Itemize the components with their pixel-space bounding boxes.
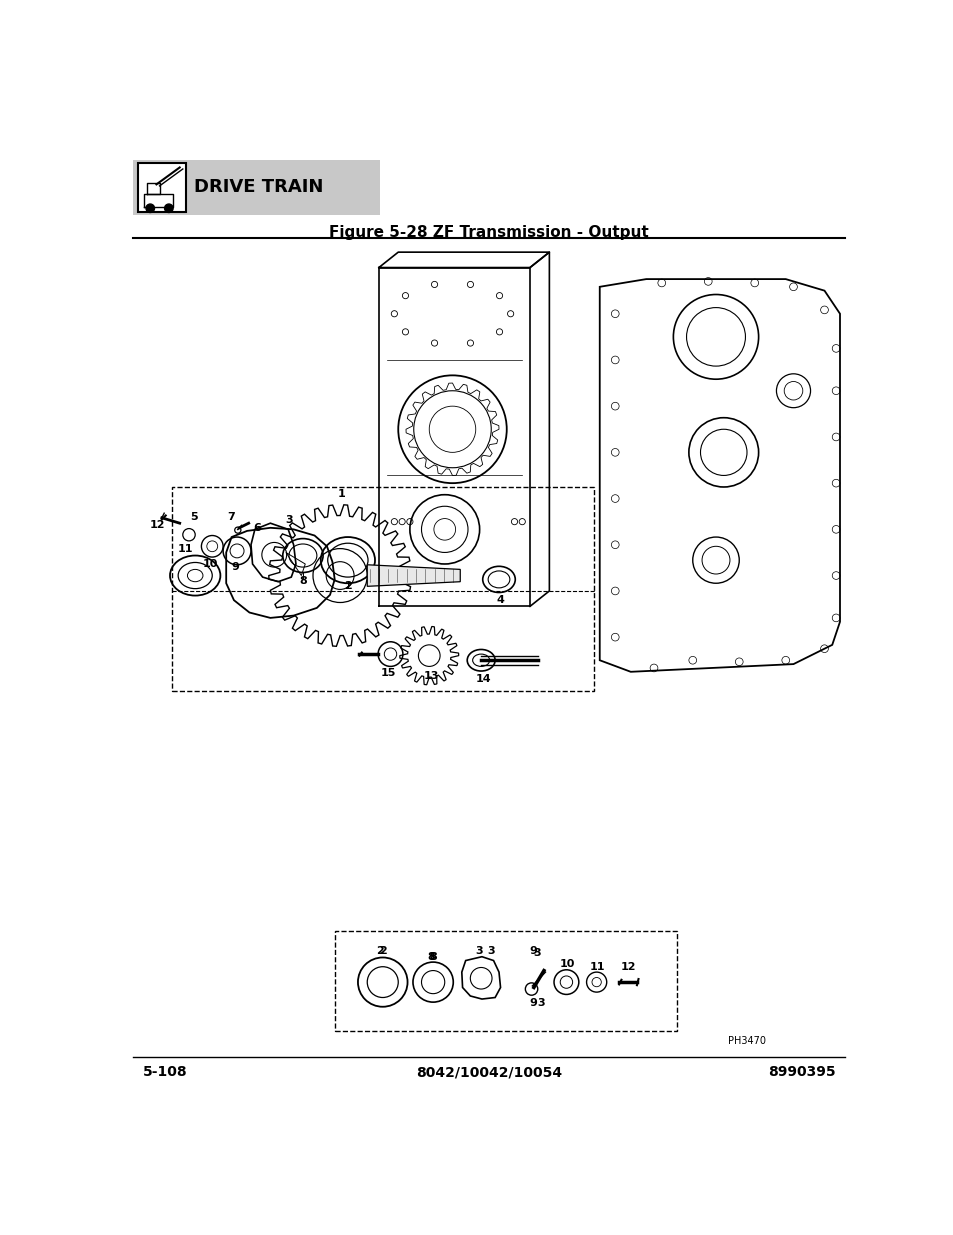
Text: 3: 3: [537, 998, 545, 1008]
Bar: [172, 487, 594, 692]
Text: 5-108: 5-108: [142, 1066, 187, 1079]
Bar: [335, 931, 677, 1031]
Circle shape: [165, 204, 172, 212]
Text: 8: 8: [429, 952, 436, 962]
Text: 7: 7: [228, 513, 235, 522]
Text: 8: 8: [299, 576, 307, 585]
Text: 8042/10042/10054: 8042/10042/10054: [416, 1066, 561, 1079]
Text: 8: 8: [427, 952, 435, 962]
Text: DRIVE TRAIN: DRIVE TRAIN: [193, 179, 323, 196]
Text: 10: 10: [558, 960, 575, 969]
Text: 5: 5: [191, 513, 198, 522]
Text: Figure 5-28 ZF Transmission - Output: Figure 5-28 ZF Transmission - Output: [329, 225, 648, 240]
Text: 12: 12: [620, 962, 636, 972]
Text: PH3470: PH3470: [727, 1036, 765, 1046]
Text: 11: 11: [178, 545, 193, 555]
Text: 4: 4: [497, 595, 504, 605]
Text: 2: 2: [344, 580, 352, 590]
Text: 13: 13: [423, 671, 438, 680]
Text: 11: 11: [589, 962, 604, 972]
Text: 14: 14: [476, 674, 491, 684]
Circle shape: [146, 204, 154, 212]
Text: 3: 3: [487, 946, 495, 956]
Text: 9: 9: [529, 946, 537, 956]
Text: 10: 10: [202, 559, 217, 569]
Polygon shape: [367, 564, 459, 587]
Bar: [137, 163, 186, 212]
Text: 9: 9: [232, 562, 239, 572]
Text: 12: 12: [150, 520, 165, 530]
Text: 9: 9: [529, 998, 537, 1008]
Text: 3: 3: [476, 946, 483, 956]
Text: 8990395: 8990395: [767, 1066, 835, 1079]
Text: 3: 3: [285, 515, 293, 525]
Text: 2: 2: [375, 946, 383, 956]
Text: 15: 15: [380, 668, 395, 678]
Text: 6: 6: [253, 522, 261, 532]
Text: 2: 2: [378, 946, 386, 956]
Text: 1: 1: [337, 489, 345, 499]
Bar: [133, 159, 379, 215]
Text: 3: 3: [533, 947, 540, 958]
